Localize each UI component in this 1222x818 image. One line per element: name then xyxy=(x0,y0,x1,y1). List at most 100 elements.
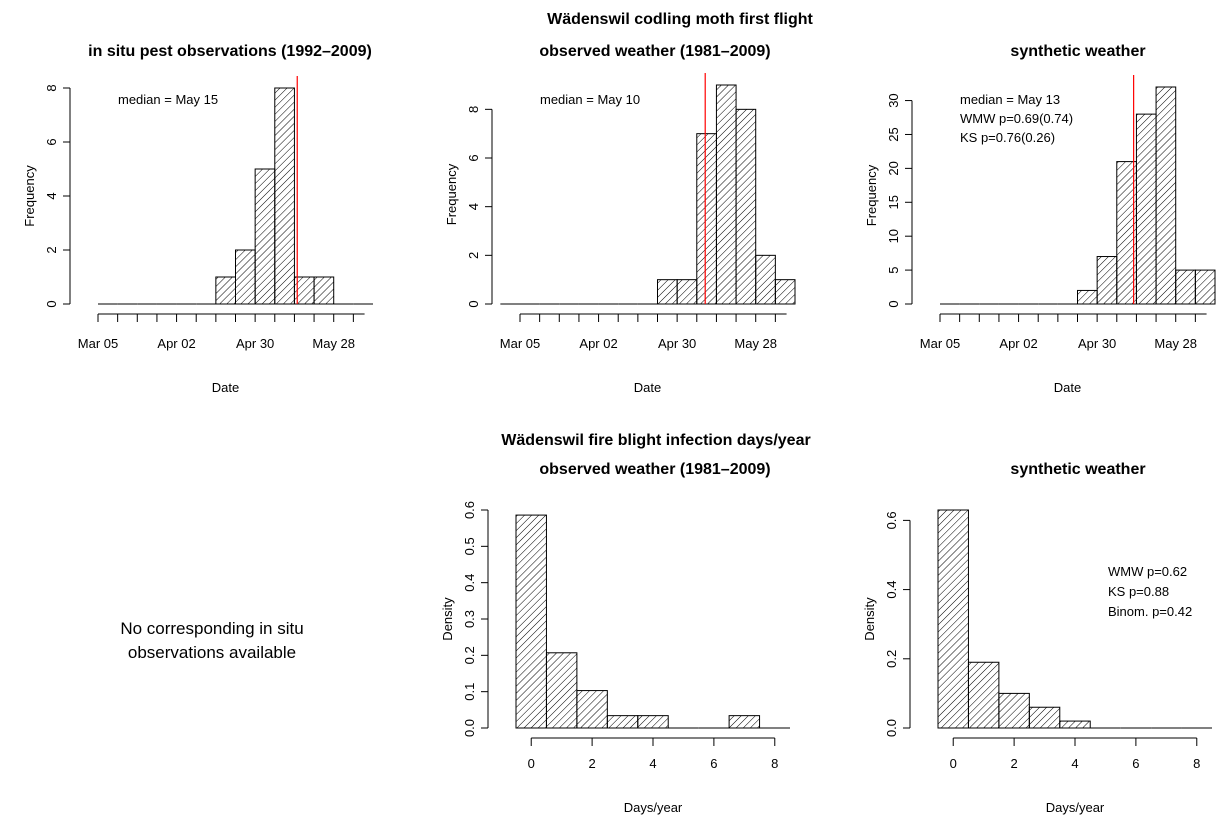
x-tick-label: 2 xyxy=(588,756,595,771)
annotation: WMW p=0.62 xyxy=(1108,564,1187,579)
x-tick-label: 6 xyxy=(1132,756,1139,771)
y-tick-label: 0.0 xyxy=(884,719,899,737)
x-axis-title: Date xyxy=(634,380,661,395)
annotation: median = May 13 xyxy=(960,92,1060,107)
fire-blight-group-title: Wädenswil fire blight infection days/yea… xyxy=(501,432,810,449)
y-tick-label: 5 xyxy=(886,266,901,273)
x-tick-label: 8 xyxy=(1193,756,1200,771)
y-tick-label: 2 xyxy=(44,246,59,253)
y-tick-label: 0 xyxy=(886,300,901,307)
y-tick-label: 4 xyxy=(44,192,59,199)
y-tick-label: 0 xyxy=(44,300,59,307)
bar xyxy=(1135,113,1157,305)
bar xyxy=(515,514,547,729)
bar xyxy=(755,254,776,305)
x-tick-label: 4 xyxy=(649,756,656,771)
y-tick-label: 6 xyxy=(44,138,59,145)
bar xyxy=(937,509,969,729)
x-tick-label: May 28 xyxy=(1154,336,1197,351)
y-tick-label: 0.1 xyxy=(462,683,477,701)
x-axis-title: Date xyxy=(1054,380,1081,395)
bar xyxy=(1028,706,1061,729)
bar xyxy=(576,690,608,729)
x-tick-label: Apr 02 xyxy=(579,336,617,351)
bar xyxy=(998,692,1030,729)
y-tick-label: 25 xyxy=(886,127,901,141)
y-tick-label: 8 xyxy=(466,106,481,113)
y-tick-label: 0.6 xyxy=(884,511,899,529)
bar xyxy=(215,276,237,305)
annotation: median = May 15 xyxy=(118,92,218,107)
bar xyxy=(274,87,295,305)
y-tick-label: 0.4 xyxy=(462,574,477,592)
x-tick-label: 4 xyxy=(1071,756,1078,771)
bar xyxy=(1155,86,1177,305)
y-axis-title: Frequency xyxy=(22,165,37,227)
x-tick-label: May 28 xyxy=(312,336,355,351)
annotation: KS p=0.76(0.26) xyxy=(960,130,1055,145)
x-tick-label: Mar 05 xyxy=(78,336,118,351)
bar xyxy=(715,84,737,305)
x-tick-label: 2 xyxy=(1010,756,1017,771)
bar xyxy=(1059,720,1091,729)
y-tick-label: 0.5 xyxy=(462,537,477,555)
y-tick-label: 15 xyxy=(886,195,901,209)
x-tick-label: Apr 30 xyxy=(1078,336,1116,351)
panel-1: in situ pest observations (1992–2009) 0 2 4… xyxy=(22,43,373,395)
x-tick-label: Apr 02 xyxy=(157,336,195,351)
panel-2: observed weather (1981–2009) 0 2 4 6 8 Frequen… xyxy=(444,43,796,395)
y-tick-label: 0.2 xyxy=(462,646,477,664)
x-tick-label: Apr 30 xyxy=(658,336,696,351)
y-tick-label: 4 xyxy=(466,203,481,210)
annotation: median = May 10 xyxy=(540,92,640,107)
bar xyxy=(774,279,796,305)
y-tick-label: 0.4 xyxy=(884,581,899,599)
x-tick-label: 6 xyxy=(710,756,717,771)
bar xyxy=(696,133,717,305)
x-tick-label: Apr 30 xyxy=(236,336,274,351)
x-tick-label: Mar 05 xyxy=(920,336,960,351)
bar xyxy=(657,279,678,305)
x-tick-label: Apr 02 xyxy=(999,336,1037,351)
panel-5-title: synthetic weather xyxy=(1010,461,1145,478)
bar xyxy=(313,276,335,305)
bar xyxy=(1194,269,1216,305)
y-tick-label: 20 xyxy=(886,161,901,175)
annotation: KS p=0.88 xyxy=(1108,584,1169,599)
y-tick-label: 0.0 xyxy=(462,719,477,737)
bar xyxy=(676,279,698,305)
annotation: WMW p=0.69(0.74) xyxy=(960,111,1073,126)
y-tick-label: 0.6 xyxy=(462,501,477,519)
bar xyxy=(967,661,1000,729)
x-axis-title: Days/year xyxy=(1046,800,1105,815)
chart-panels: in situ pest observations (1992–2009) 0 2 4… xyxy=(22,43,1216,815)
y-tick-label: 0.3 xyxy=(462,610,477,628)
panel-3: synthetic weather 0 5 10 15 20 25 30 Frequency Ma… xyxy=(864,43,1216,395)
panel-1-title: in situ pest observations (1992–2009) xyxy=(88,43,372,60)
x-tick-label: Mar 05 xyxy=(500,336,540,351)
bar xyxy=(735,108,757,305)
bar xyxy=(606,715,639,729)
bar xyxy=(545,652,578,729)
bar xyxy=(728,715,761,729)
x-axis-title: Date xyxy=(212,380,239,395)
bar xyxy=(254,168,276,305)
bar xyxy=(1175,269,1196,305)
y-tick-label: 6 xyxy=(466,154,481,161)
panel-5: synthetic weather 0.0 0.2 0.4 0.6 Density 0 2 4 6… xyxy=(862,461,1212,815)
y-tick-label: 30 xyxy=(886,93,901,107)
y-tick-label: 0 xyxy=(466,300,481,307)
y-tick-label: 2 xyxy=(466,252,481,259)
panel-2-title: observed weather (1981–2009) xyxy=(539,43,770,60)
y-tick-label: 10 xyxy=(886,229,901,243)
bar xyxy=(1096,256,1118,305)
codling-moth-group-title: Wädenswil codling moth first flight xyxy=(547,11,813,28)
y-tick-label: 0.2 xyxy=(884,650,899,668)
panel-4-title: observed weather (1981–2009) xyxy=(539,461,770,478)
x-tick-label: May 28 xyxy=(734,336,777,351)
panel-3-title: synthetic weather xyxy=(1010,43,1145,60)
panel-4: observed weather (1981–2009) 0.0 0.1 0.2 0.3… xyxy=(440,461,790,815)
y-axis-title: Density xyxy=(862,597,877,641)
bar xyxy=(235,249,256,305)
